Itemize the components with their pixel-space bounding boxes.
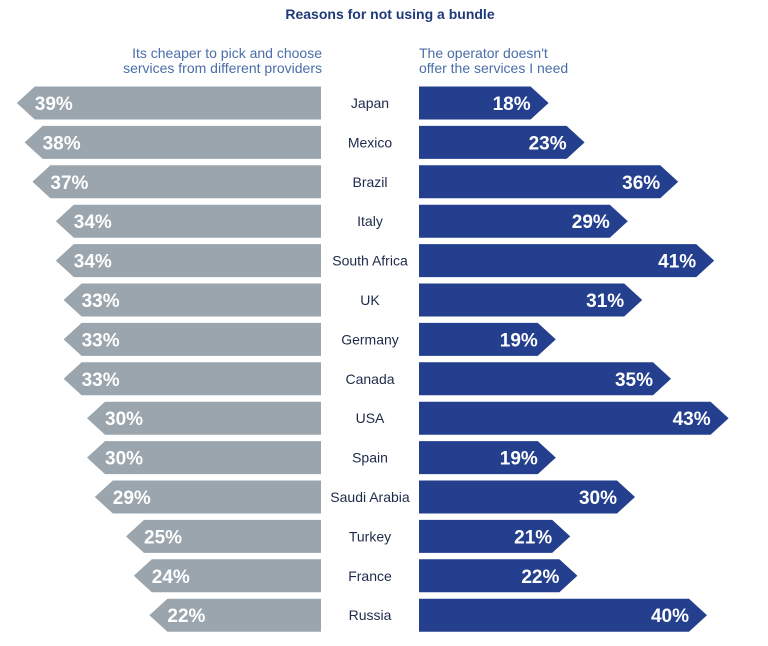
category-label-spain: Spain — [352, 450, 388, 466]
category-label-russia: Russia — [349, 607, 392, 623]
left-value-label: 29% — [113, 488, 151, 509]
category-label-usa: USA — [356, 410, 385, 426]
left-value-label: 33% — [82, 291, 120, 312]
left-value-label: 39% — [35, 94, 73, 115]
category-label-south-africa: South Africa — [332, 253, 408, 269]
category-label-japan: Japan — [351, 95, 389, 111]
category-label-france: France — [348, 568, 392, 584]
category-label-germany: Germany — [341, 331, 399, 347]
right-bar-spain — [419, 441, 556, 475]
right-bar-germany — [419, 322, 556, 356]
left-bar-japan — [16, 86, 322, 120]
right-value-label: 19% — [500, 449, 538, 470]
category-label-canada: Canada — [345, 371, 394, 387]
right-bar-brazil — [419, 165, 679, 199]
left-value-label: 30% — [105, 449, 143, 470]
right-bar-france — [419, 559, 578, 593]
right-value-label: 29% — [572, 212, 610, 233]
left-value-label: 24% — [152, 567, 190, 588]
right-value-label: 22% — [521, 567, 559, 588]
left-bar-mexico — [24, 125, 321, 159]
right-value-label: 30% — [579, 488, 617, 509]
left-header-line-1: Its cheaper to pick and choose — [132, 45, 322, 61]
right-value-label: 18% — [493, 94, 531, 115]
left-bar-usa — [87, 401, 321, 435]
chart-title: Reasons for not using a bundle — [285, 6, 495, 22]
left-header-line-2: services from different providers — [123, 60, 322, 76]
left-value-label: 22% — [167, 606, 205, 627]
right-value-label: 36% — [622, 173, 660, 194]
left-bar-south-africa — [55, 244, 322, 278]
right-bar-saudi-arabia — [419, 480, 635, 514]
right-bar-japan — [419, 86, 549, 120]
right-value-label: 21% — [514, 527, 552, 548]
left-value-label: 33% — [82, 330, 120, 351]
left-bar-saudi-arabia — [94, 480, 321, 514]
right-bar-italy — [419, 204, 628, 238]
right-bar-south-africa — [419, 244, 715, 278]
category-label-saudi-arabia: Saudi Arabia — [330, 489, 410, 505]
right-series-header: The operator doesn't offer the services … — [419, 46, 568, 76]
left-value-label: 37% — [50, 173, 88, 194]
right-bar-russia — [419, 598, 707, 632]
left-bar-germany — [63, 322, 321, 356]
left-bar-uk — [63, 283, 321, 317]
right-bar-canada — [419, 362, 671, 396]
left-bar-italy — [55, 204, 322, 238]
right-header-line-2: offer the services I need — [419, 60, 569, 76]
left-value-label: 33% — [82, 370, 120, 391]
right-value-label: 43% — [673, 409, 711, 430]
left-value-label: 38% — [43, 133, 81, 154]
right-bar-uk — [419, 283, 643, 317]
category-label-turkey: Turkey — [349, 528, 391, 544]
left-bar-russia — [149, 598, 321, 632]
right-value-label: 41% — [658, 252, 696, 273]
category-label-mexico: Mexico — [348, 134, 393, 150]
left-bar-canada — [63, 362, 321, 396]
left-value-label: 34% — [74, 212, 112, 233]
left-bar-brazil — [32, 165, 322, 199]
left-bar-spain — [87, 441, 321, 475]
right-bar-turkey — [419, 519, 571, 553]
right-value-label: 31% — [586, 291, 624, 312]
right-value-label: 23% — [529, 133, 567, 154]
left-bar-turkey — [126, 519, 321, 553]
left-value-label: 25% — [144, 527, 182, 548]
right-bar-mexico — [419, 125, 585, 159]
right-value-label: 40% — [651, 606, 689, 627]
category-label-brazil: Brazil — [352, 174, 387, 190]
right-value-label: 35% — [615, 370, 653, 391]
left-value-label: 30% — [105, 409, 143, 430]
left-bar-france — [133, 559, 321, 593]
category-label-italy: Italy — [357, 213, 383, 229]
right-header-line-1: The operator doesn't — [419, 45, 548, 61]
left-series-header: Its cheaper to pick and choose services … — [123, 46, 322, 76]
category-label-uk: UK — [360, 292, 380, 308]
right-bar-usa — [419, 401, 729, 435]
right-value-label: 19% — [500, 330, 538, 351]
left-value-label: 34% — [74, 252, 112, 273]
